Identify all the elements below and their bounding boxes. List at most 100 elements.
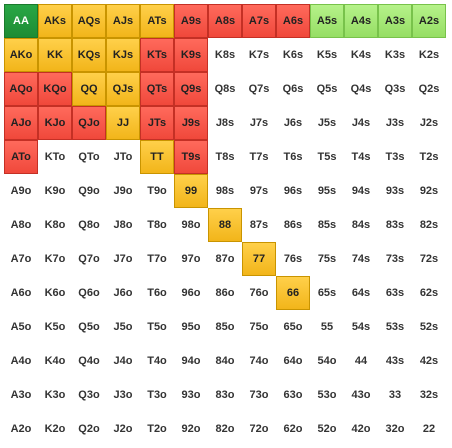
hand-cell-t6o[interactable]: T6o	[140, 276, 174, 310]
hand-cell-53s[interactable]: 53s	[378, 310, 412, 344]
hand-cell-j5o[interactable]: J5o	[106, 310, 140, 344]
hand-cell-43s[interactable]: 43s	[378, 344, 412, 378]
hand-cell-q5s[interactable]: Q5s	[310, 72, 344, 106]
hand-cell-62s[interactable]: 62s	[412, 276, 446, 310]
hand-cell-ako[interactable]: AKo	[4, 38, 38, 72]
hand-cell-54o[interactable]: 54o	[310, 344, 344, 378]
hand-cell-q7s[interactable]: Q7s	[242, 72, 276, 106]
hand-cell-a6s[interactable]: A6s	[276, 4, 310, 38]
hand-cell-32s[interactable]: 32s	[412, 378, 446, 412]
hand-cell-a3s[interactable]: A3s	[378, 4, 412, 38]
hand-cell-aqs[interactable]: AQs	[72, 4, 106, 38]
hand-cell-33[interactable]: 33	[378, 378, 412, 412]
hand-cell-94s[interactable]: 94s	[344, 174, 378, 208]
hand-cell-ats[interactable]: ATs	[140, 4, 174, 38]
hand-cell-kk[interactable]: KK	[38, 38, 72, 72]
hand-cell-76o[interactable]: 76o	[242, 276, 276, 310]
hand-cell-k7o[interactable]: K7o	[38, 242, 72, 276]
hand-cell-94o[interactable]: 94o	[174, 344, 208, 378]
hand-cell-t2s[interactable]: T2s	[412, 140, 446, 174]
hand-cell-qjs[interactable]: QJs	[106, 72, 140, 106]
hand-cell-k5s[interactable]: K5s	[310, 38, 344, 72]
hand-cell-q7o[interactable]: Q7o	[72, 242, 106, 276]
hand-cell-52s[interactable]: 52s	[412, 310, 446, 344]
hand-cell-q4o[interactable]: Q4o	[72, 344, 106, 378]
hand-cell-22[interactable]: 22	[412, 412, 446, 446]
hand-cell-t9s[interactable]: T9s	[174, 140, 208, 174]
hand-cell-q5o[interactable]: Q5o	[72, 310, 106, 344]
hand-cell-kjo[interactable]: KJo	[38, 106, 72, 140]
hand-cell-92s[interactable]: 92s	[412, 174, 446, 208]
hand-cell-a3o[interactable]: A3o	[4, 378, 38, 412]
hand-cell-97s[interactable]: 97s	[242, 174, 276, 208]
hand-cell-q6s[interactable]: Q6s	[276, 72, 310, 106]
hand-cell-q3o[interactable]: Q3o	[72, 378, 106, 412]
hand-cell-kjs[interactable]: KJs	[106, 38, 140, 72]
hand-cell-64s[interactable]: 64s	[344, 276, 378, 310]
hand-cell-65o[interactable]: 65o	[276, 310, 310, 344]
hand-cell-jto[interactable]: JTo	[106, 140, 140, 174]
hand-cell-62o[interactable]: 62o	[276, 412, 310, 446]
hand-cell-t2o[interactable]: T2o	[140, 412, 174, 446]
hand-cell-q9s[interactable]: Q9s	[174, 72, 208, 106]
hand-cell-qto[interactable]: QTo	[72, 140, 106, 174]
hand-cell-a7s[interactable]: A7s	[242, 4, 276, 38]
hand-cell-76s[interactable]: 76s	[276, 242, 310, 276]
hand-cell-k2o[interactable]: K2o	[38, 412, 72, 446]
hand-cell-t6s[interactable]: T6s	[276, 140, 310, 174]
hand-cell-aqo[interactable]: AQo	[4, 72, 38, 106]
hand-cell-t4o[interactable]: T4o	[140, 344, 174, 378]
hand-cell-t5o[interactable]: T5o	[140, 310, 174, 344]
hand-cell-q4s[interactable]: Q4s	[344, 72, 378, 106]
hand-cell-q2s[interactable]: Q2s	[412, 72, 446, 106]
hand-cell-93o[interactable]: 93o	[174, 378, 208, 412]
hand-cell-87s[interactable]: 87s	[242, 208, 276, 242]
hand-cell-j6s[interactable]: J6s	[276, 106, 310, 140]
hand-cell-52o[interactable]: 52o	[310, 412, 344, 446]
hand-cell-ajo[interactable]: AJo	[4, 106, 38, 140]
hand-cell-86o[interactable]: 86o	[208, 276, 242, 310]
hand-cell-a9o[interactable]: A9o	[4, 174, 38, 208]
hand-cell-82s[interactable]: 82s	[412, 208, 446, 242]
hand-cell-77[interactable]: 77	[242, 242, 276, 276]
hand-cell-qjo[interactable]: QJo	[72, 106, 106, 140]
hand-cell-k8o[interactable]: K8o	[38, 208, 72, 242]
hand-cell-j9o[interactable]: J9o	[106, 174, 140, 208]
hand-cell-k6o[interactable]: K6o	[38, 276, 72, 310]
hand-cell-43o[interactable]: 43o	[344, 378, 378, 412]
hand-cell-k5o[interactable]: K5o	[38, 310, 72, 344]
hand-cell-k2s[interactable]: K2s	[412, 38, 446, 72]
hand-cell-k9s[interactable]: K9s	[174, 38, 208, 72]
hand-cell-93s[interactable]: 93s	[378, 174, 412, 208]
hand-cell-qq[interactable]: QQ	[72, 72, 106, 106]
hand-cell-a6o[interactable]: A6o	[4, 276, 38, 310]
hand-cell-65s[interactable]: 65s	[310, 276, 344, 310]
hand-cell-42o[interactable]: 42o	[344, 412, 378, 446]
hand-cell-t3o[interactable]: T3o	[140, 378, 174, 412]
hand-cell-a8o[interactable]: A8o	[4, 208, 38, 242]
hand-cell-j3o[interactable]: J3o	[106, 378, 140, 412]
hand-cell-j7o[interactable]: J7o	[106, 242, 140, 276]
hand-cell-k9o[interactable]: K9o	[38, 174, 72, 208]
hand-cell-k7s[interactable]: K7s	[242, 38, 276, 72]
hand-cell-a5s[interactable]: A5s	[310, 4, 344, 38]
hand-cell-kto[interactable]: KTo	[38, 140, 72, 174]
hand-cell-72o[interactable]: 72o	[242, 412, 276, 446]
hand-cell-a7o[interactable]: A7o	[4, 242, 38, 276]
hand-cell-q6o[interactable]: Q6o	[72, 276, 106, 310]
hand-cell-42s[interactable]: 42s	[412, 344, 446, 378]
hand-cell-k4s[interactable]: K4s	[344, 38, 378, 72]
hand-cell-73o[interactable]: 73o	[242, 378, 276, 412]
hand-cell-72s[interactable]: 72s	[412, 242, 446, 276]
hand-cell-j6o[interactable]: J6o	[106, 276, 140, 310]
hand-cell-86s[interactable]: 86s	[276, 208, 310, 242]
hand-cell-87o[interactable]: 87o	[208, 242, 242, 276]
hand-cell-t8o[interactable]: T8o	[140, 208, 174, 242]
hand-cell-j9s[interactable]: J9s	[174, 106, 208, 140]
hand-cell-k3o[interactable]: K3o	[38, 378, 72, 412]
hand-cell-a9s[interactable]: A9s	[174, 4, 208, 38]
hand-cell-a4o[interactable]: A4o	[4, 344, 38, 378]
hand-cell-qts[interactable]: QTs	[140, 72, 174, 106]
hand-cell-92o[interactable]: 92o	[174, 412, 208, 446]
hand-cell-kqs[interactable]: KQs	[72, 38, 106, 72]
